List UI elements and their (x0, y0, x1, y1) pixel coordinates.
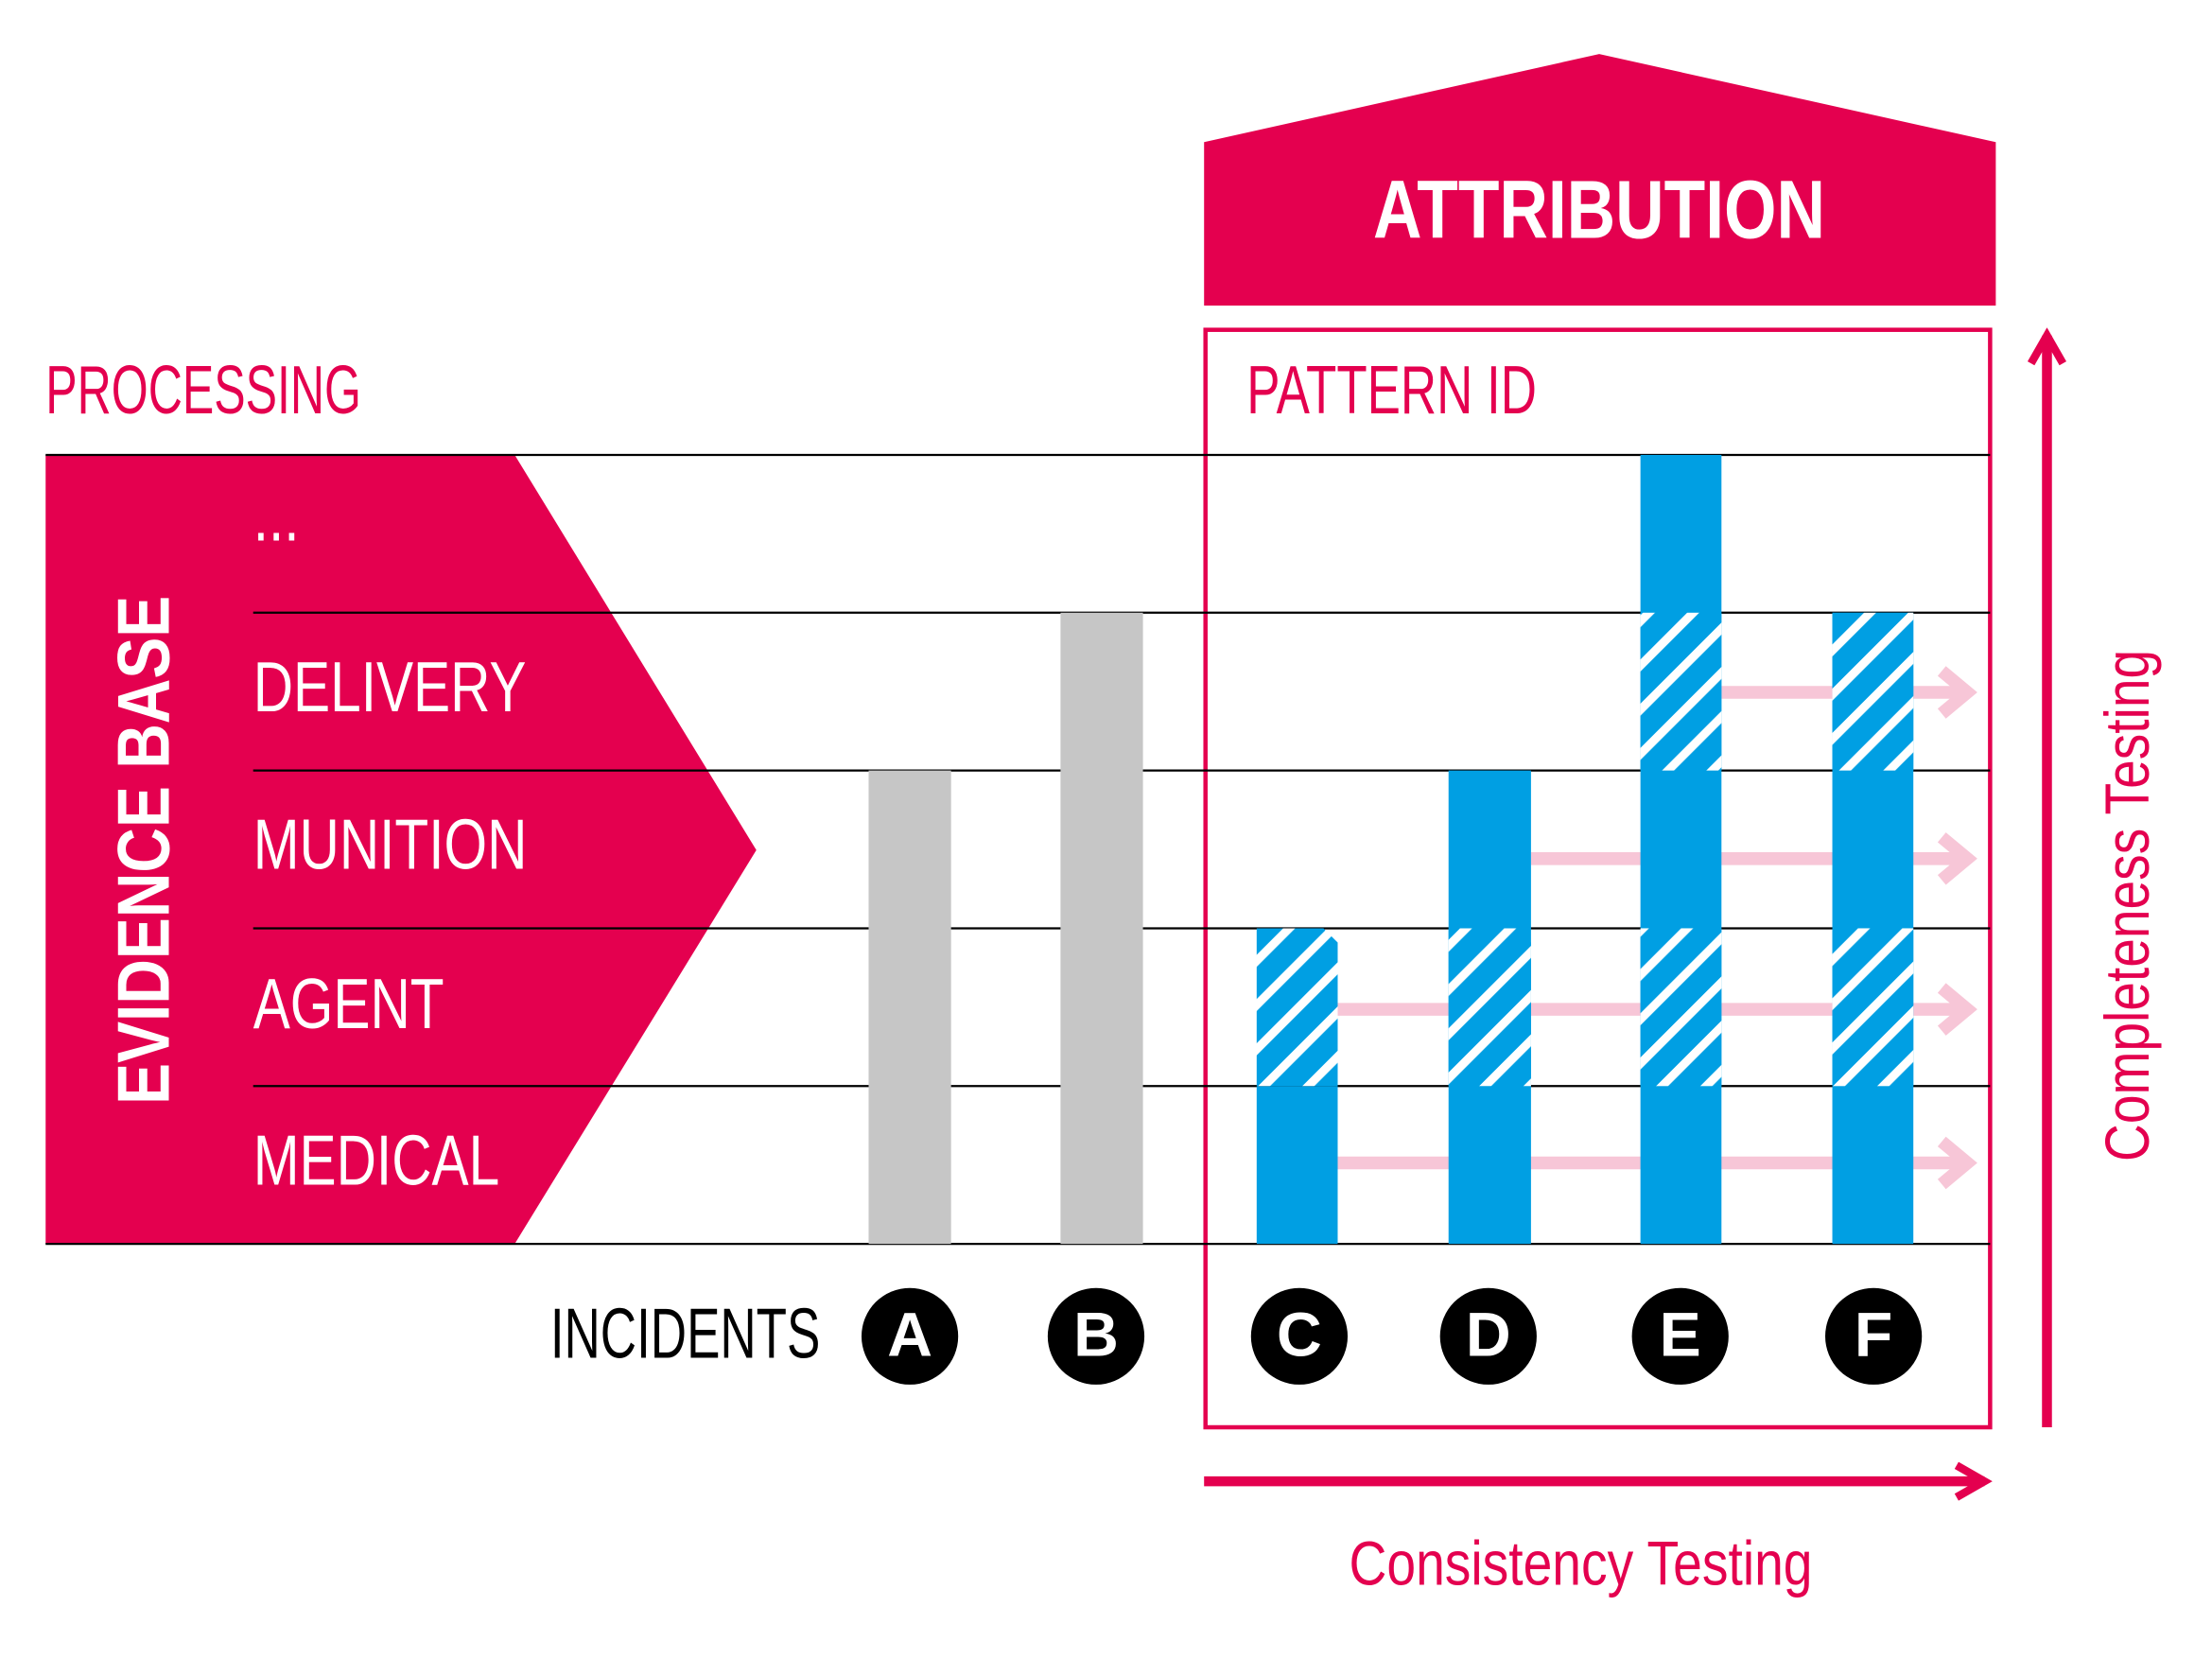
incident-badge (1250, 1287, 1349, 1385)
incident-letter: C (1277, 1300, 1322, 1370)
incident-badge (1047, 1287, 1145, 1385)
bar-blue (1256, 1086, 1338, 1245)
row-label: MUNITION (253, 806, 528, 885)
bar-hatched (1640, 928, 1722, 1087)
pattern-id-label: PATTERN ID (1246, 353, 1537, 428)
processing-label: PROCESSING (45, 353, 361, 428)
bar-hatched (1256, 928, 1338, 1087)
bar-gray (1060, 612, 1143, 1245)
incident-letter: A (887, 1300, 932, 1370)
incident-letter: D (1466, 1300, 1511, 1370)
incident-badge (1439, 1287, 1537, 1385)
incident-badge (861, 1287, 959, 1385)
evidence-base-shape (45, 454, 757, 1245)
arrow-head (1937, 983, 1977, 1036)
bar-gray (868, 770, 951, 1245)
arrow-head (1937, 832, 1977, 885)
row-label: MEDICAL (253, 1121, 500, 1200)
incident-badge (1631, 1287, 1729, 1385)
arrow-head (1937, 666, 1977, 719)
attribution-roof (1204, 54, 1996, 306)
completeness-label: Completeness Testing (2093, 650, 2163, 1161)
bar-hatched (1448, 928, 1531, 1087)
row-label: AGENT (253, 965, 444, 1044)
arrow-head (1937, 1136, 1977, 1190)
consistency-label: Consistency Testing (1350, 1528, 1813, 1598)
incident-letter: E (1660, 1300, 1701, 1370)
attribution-title: ATTRIBUTION (1373, 164, 1825, 255)
bar-hatched (1832, 612, 1914, 771)
incident-letter: F (1855, 1300, 1892, 1370)
bars (868, 454, 1914, 1245)
bar-hatched (1832, 928, 1914, 1087)
evidence-base-title: EVIDENCE BASE (102, 596, 185, 1105)
bar-hatched (1640, 612, 1722, 771)
incidents-label: INCIDENTS (550, 1294, 821, 1373)
row-label: DELIVERY (253, 648, 527, 727)
incident-badge (1825, 1287, 1923, 1385)
pattern-box (1203, 327, 1993, 1430)
row-label: ... (253, 478, 300, 557)
bar-blue (1640, 454, 1722, 1245)
incident-letter: B (1073, 1300, 1119, 1370)
